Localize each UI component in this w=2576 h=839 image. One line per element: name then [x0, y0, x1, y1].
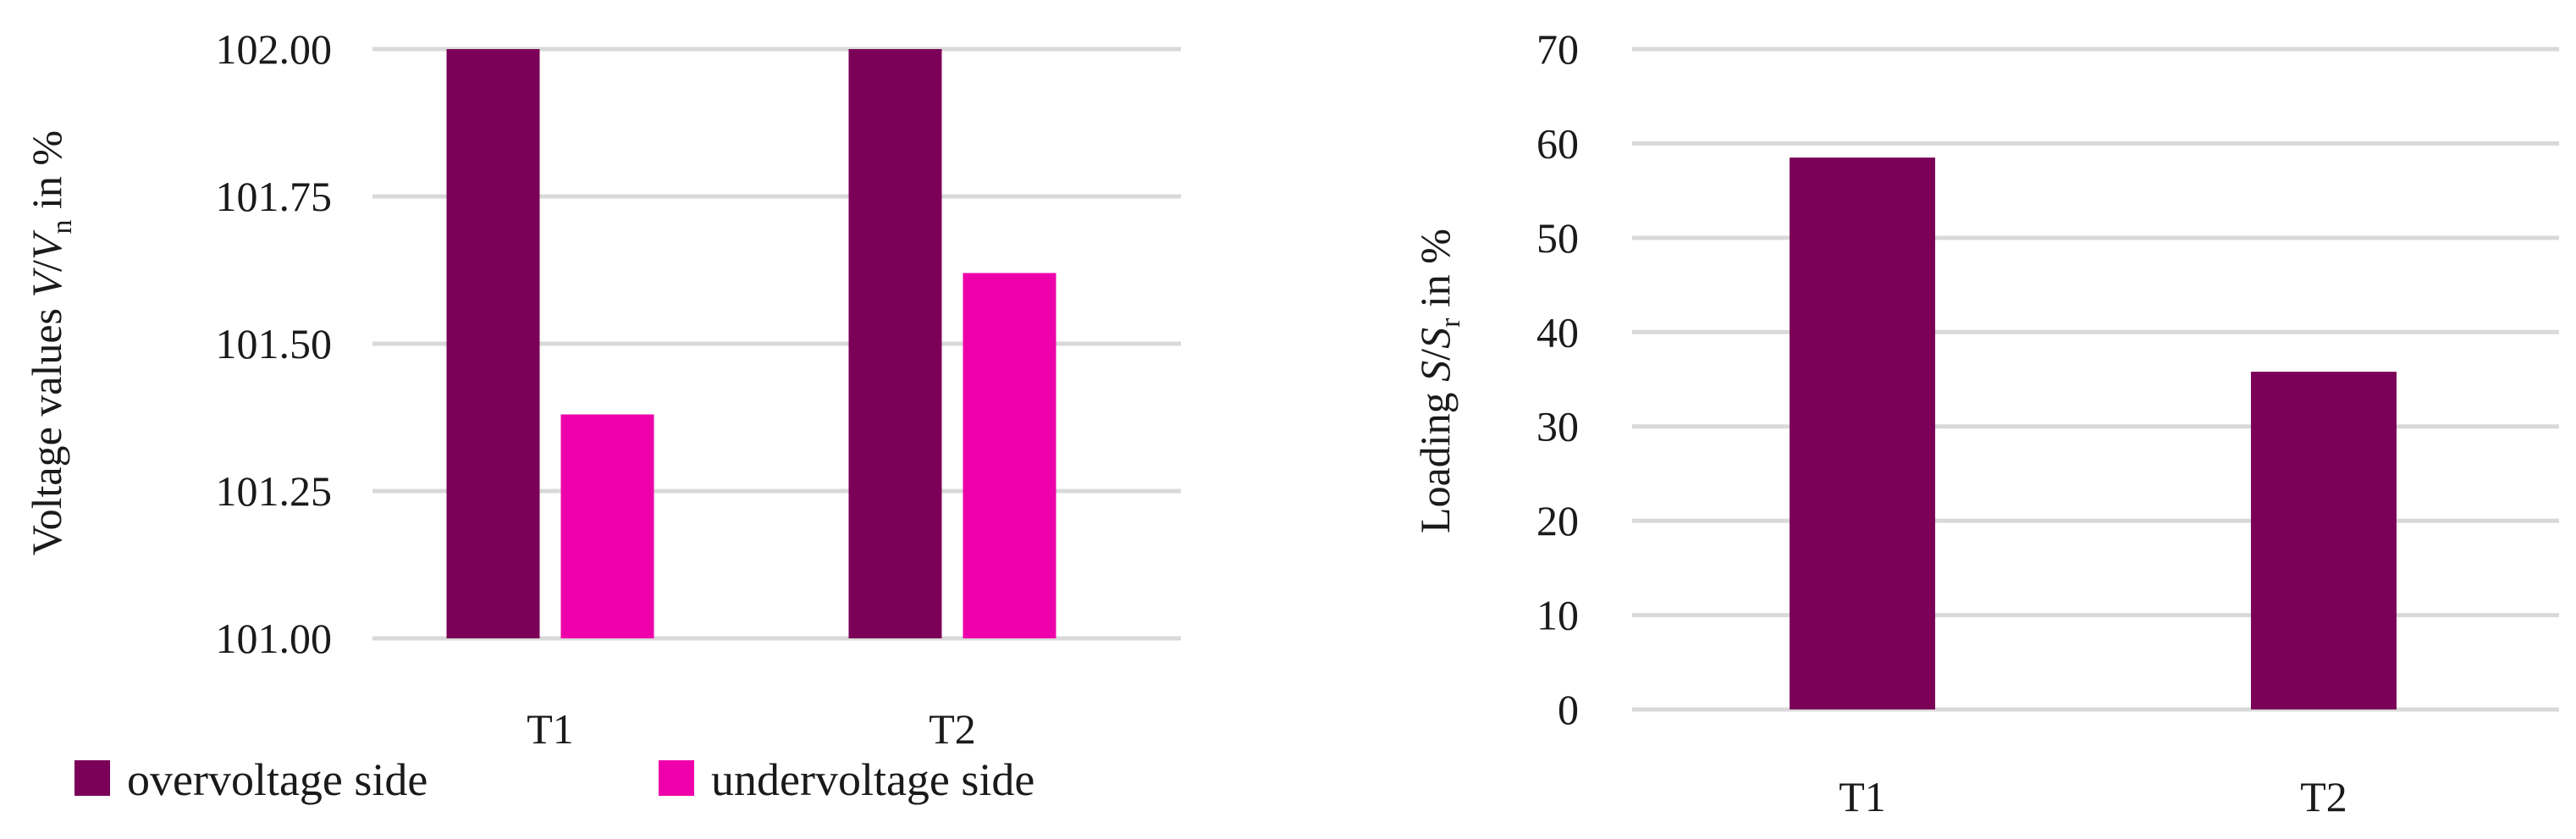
loading-y-tick-label: 70	[1536, 25, 1579, 73]
loading-bar-t1-0	[1790, 157, 1935, 710]
loading-y-tick-label: 10	[1536, 592, 1579, 639]
voltage-chart-x-tick-labels: T1 T2	[527, 705, 976, 753]
loading-y-tick-label: 40	[1536, 308, 1579, 356]
loading-chart-x-tick-labels: T1 T2	[1839, 773, 2347, 820]
loading-x-tick-label: T2	[2300, 773, 2347, 820]
loading-bar-t2-0	[2251, 372, 2397, 709]
loading-y-tick-label: 60	[1536, 119, 1579, 167]
voltage-y-tick-label: 102.00	[216, 25, 333, 73]
loading-chart-y-axis-title: Loading S/Sr in %	[1411, 229, 1466, 533]
voltage-x-tick-label: T1	[527, 705, 574, 753]
voltage-bar-t2-0	[848, 49, 942, 638]
loading-y-tick-label: 30	[1536, 403, 1579, 450]
voltage-chart-y-axis-title: Voltage values V/Vn in %	[23, 130, 78, 555]
voltage-bar-t1-1	[560, 414, 654, 638]
voltage-bar-t1-0	[446, 49, 540, 638]
loading-y-tick-label: 50	[1536, 214, 1579, 262]
legend-label-overvoltage: overvoltage side	[127, 754, 427, 805]
voltage-bar-t2-1	[963, 273, 1056, 638]
voltage-x-tick-label: T2	[929, 705, 976, 753]
loading-chart: 0 10 20 30 40 50 60 70 T1 T2 Loading S/Sr in %	[1411, 25, 2559, 820]
voltage-chart-y-tick-labels: 101.00 101.25 101.50 101.75 102.00	[216, 25, 333, 662]
loading-x-tick-label: T1	[1839, 773, 1886, 820]
voltage-y-tick-label: 101.50	[216, 320, 333, 367]
voltage-y-tick-label: 101.25	[216, 467, 333, 515]
legend-label-undervoltage: undervoltage side	[711, 754, 1034, 805]
legend-swatch-undervoltage	[659, 760, 694, 796]
voltage-chart-legend: overvoltage side undervoltage side	[74, 754, 1034, 805]
voltage-chart: 101.00 101.25 101.50 101.75 102.00 T1 T2 Volt…	[23, 25, 1181, 805]
voltage-y-tick-label: 101.00	[216, 615, 333, 662]
loading-chart-y-tick-labels: 0 10 20 30 40 50 60 70	[1536, 25, 1579, 733]
loading-chart-bars	[1790, 157, 2397, 710]
loading-y-tick-label: 20	[1536, 497, 1579, 544]
voltage-chart-bars	[446, 49, 1056, 638]
voltage-y-tick-label: 101.75	[216, 173, 333, 220]
loading-y-tick-label: 0	[1558, 686, 1579, 733]
loading-chart-gridlines	[1632, 47, 2559, 712]
legend-swatch-overvoltage	[74, 760, 110, 796]
